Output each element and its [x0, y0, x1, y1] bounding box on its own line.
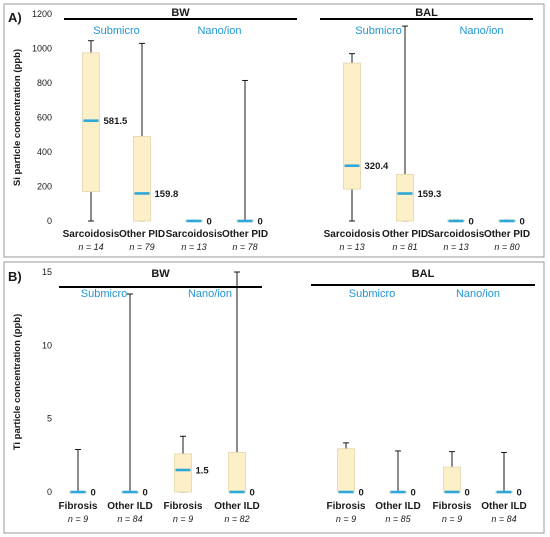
panel-a-category-label: Other PID: [484, 229, 530, 240]
panel-b-group-label: Nano/ion: [456, 288, 500, 300]
panel-a-median-label: 0: [520, 217, 525, 228]
panel-a-category-label: Sarcoidosis: [324, 229, 381, 240]
panel-a-category-label: Sarcoidosis: [166, 229, 223, 240]
panel-b-n-label: n = 85: [385, 514, 411, 524]
panel-a-y-tick-label: 600: [37, 113, 52, 123]
panel-a-y-tick-label: 1200: [32, 9, 52, 19]
panel-a-frame: [3, 3, 545, 258]
panel-b-n-label: n = 9: [173, 514, 193, 524]
panel-b-y-tick-label: 0: [47, 487, 52, 497]
panel-b-box: [174, 453, 192, 493]
panel-a-median-label: 0: [258, 217, 263, 228]
panel-a-category-label: Other PID: [119, 229, 165, 240]
panel-b-median-label: 0: [517, 488, 522, 499]
panel-a-n-label: n = 80: [494, 242, 519, 252]
panel-a-y-tick-label: 400: [37, 147, 52, 157]
panel-a-group-label: Nano/ion: [459, 25, 503, 37]
panel-a-n-label: n = 13: [181, 242, 206, 252]
panel-b-y-axis-label: Ti particle concentration (ppb): [12, 314, 23, 451]
panel-a-category-label: Sarcoidosis: [63, 229, 120, 240]
panel-b-label: B): [8, 269, 22, 284]
panel-a-group-label: Submicro: [93, 25, 139, 37]
panel-a-category-label: Other PID: [222, 229, 268, 240]
panel-b-category-label: Fibrosis: [164, 501, 203, 512]
panel-a-n-label: n = 13: [443, 242, 468, 252]
panel-a-median-label: 581.5: [104, 116, 128, 127]
panel-b-median-label: 0: [411, 488, 416, 499]
panel-b-group-label: Nano/ion: [188, 288, 232, 300]
panel-b-median-label: 0: [465, 488, 470, 499]
panel-a-section-label: BW: [171, 7, 190, 19]
panel-a-median-label: 159.3: [418, 189, 442, 200]
panel-a-group-label: Submicro: [355, 25, 401, 37]
panel-b-n-label: n = 84: [491, 514, 516, 524]
panel-b-y-tick-label: 10: [42, 340, 52, 350]
panel-a-group-label: Nano/ion: [197, 25, 241, 37]
panel-b-group-label: Submicro: [81, 288, 127, 300]
panel-a-box: [82, 52, 100, 193]
panel-b-section-label: BW: [151, 268, 170, 280]
panel-a-box: [396, 174, 414, 222]
panel-b-y-tick-label: 15: [42, 267, 52, 277]
panel-b-category-label: Other ILD: [375, 501, 421, 512]
panel-a-y-tick-label: 1000: [32, 44, 52, 54]
panel-a-n-label: n = 81: [392, 242, 417, 252]
panel-b-n-label: n = 84: [117, 514, 142, 524]
panel-a-n-label: n = 79: [129, 242, 154, 252]
panel-a-y-axis-label: Si particle concentration (ppb): [12, 49, 23, 186]
panel-b-y-tick-label: 5: [47, 414, 52, 424]
panel-a-n-label: n = 13: [339, 242, 364, 252]
panel-b-group-label: Submicro: [349, 288, 395, 300]
panel-b-n-label: n = 9: [336, 514, 356, 524]
panel-a-category-label: Other PID: [382, 229, 428, 240]
panel-b-n-label: n = 82: [224, 514, 249, 524]
panel-b-median-label: 0: [91, 488, 96, 499]
panel-b-median-label: 0: [250, 488, 255, 499]
panel-b-section-label: BAL: [412, 268, 435, 280]
panel-b-category-label: Other ILD: [214, 501, 260, 512]
panel-b-category-label: Fibrosis: [59, 501, 98, 512]
panel-b-median-label: 0: [143, 488, 148, 499]
panel-a-n-label: n = 78: [232, 242, 257, 252]
panel-b-box: [443, 466, 461, 493]
panel-a-median-label: 0: [469, 217, 474, 228]
panel-b-n-label: n = 9: [68, 514, 88, 524]
panel-b-box: [337, 448, 355, 493]
panel-a-box: [343, 62, 361, 190]
panel-b-category-label: Other ILD: [107, 501, 153, 512]
panel-a-label: A): [8, 10, 22, 25]
panel-b-median-label: 1.5: [196, 466, 210, 477]
panel-a-n-label: n = 14: [78, 242, 103, 252]
panel-a-y-tick-label: 800: [37, 78, 52, 88]
panel-b-box: [228, 451, 246, 493]
panel-b-category-label: Fibrosis: [433, 501, 472, 512]
panel-a-box: [133, 136, 151, 222]
panel-b-category-label: Fibrosis: [327, 501, 366, 512]
panel-b-category-label: Other ILD: [481, 501, 527, 512]
panel-a-category-label: Sarcoidosis: [428, 229, 485, 240]
panel-b-frame: [3, 261, 545, 534]
panel-a-section-label: BAL: [415, 7, 438, 19]
panel-b-median-label: 0: [359, 488, 364, 499]
panel-a-median-label: 159.8: [155, 189, 179, 200]
panel-b-n-label: n = 9: [442, 514, 462, 524]
panel-a-y-tick-label: 200: [37, 182, 52, 192]
panel-a-y-tick-label: 0: [47, 216, 52, 226]
panel-a-median-label: 320.4: [365, 161, 389, 172]
panel-a-median-label: 0: [207, 217, 212, 228]
